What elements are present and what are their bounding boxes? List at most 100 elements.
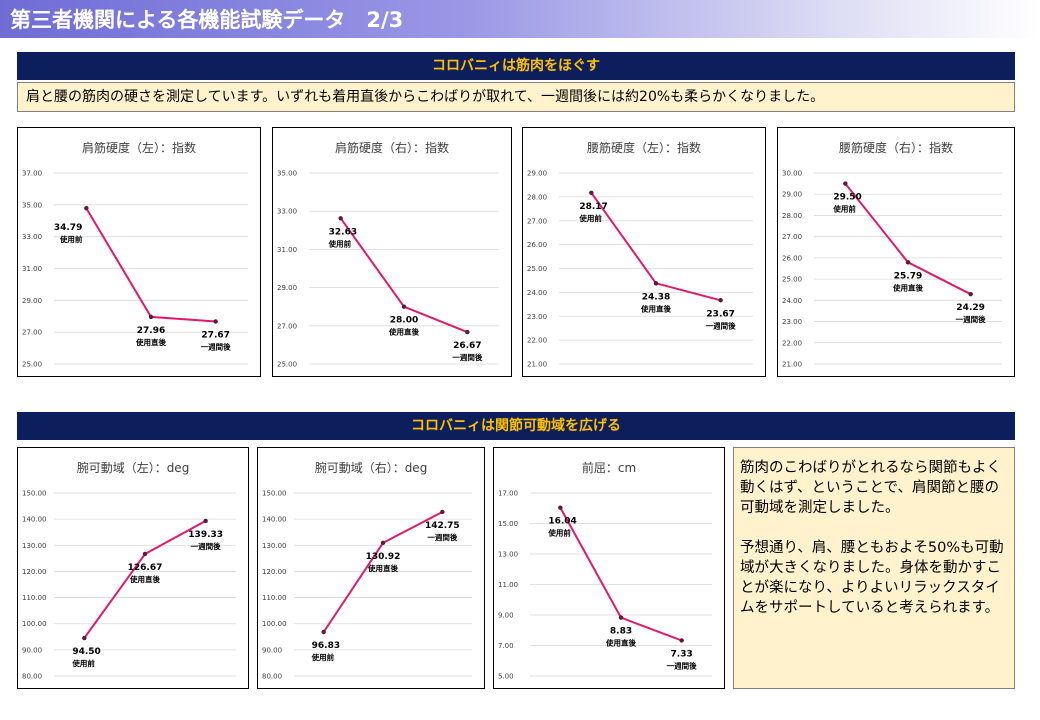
data-point	[338, 216, 343, 221]
data-label: 96.83	[312, 641, 340, 651]
point-category-label: 使用直後	[367, 563, 398, 573]
y-tick-label: 150.00	[22, 490, 47, 498]
data-point	[679, 638, 684, 643]
data-point	[148, 314, 154, 320]
y-tick-label: 110.00	[262, 594, 287, 602]
y-tick-label: 23.00	[527, 313, 547, 321]
data-point	[558, 505, 563, 510]
point-category-label: 使用前	[578, 213, 602, 223]
data-point	[213, 319, 218, 324]
y-tick-label: 30.00	[782, 170, 802, 178]
point-category-label: 一週間後	[452, 352, 482, 362]
data-label: 27.67	[201, 331, 229, 341]
data-point	[321, 629, 326, 635]
y-tick-label: 25.00	[277, 361, 297, 369]
title-bar: 第三者機関による各機能試験データ 2/3	[0, 0, 1040, 38]
point-category-label: 使用前	[832, 204, 856, 214]
y-tick-label: 17.00	[498, 490, 518, 498]
y-tick-label: 13.00	[498, 551, 518, 559]
data-point	[618, 615, 624, 620]
point-category-label: 使用直後	[640, 303, 671, 313]
point-category-label: 使用前	[71, 658, 95, 668]
chart-title: 肩筋硬度（左）：指数	[82, 140, 196, 155]
data-label: 139.33	[188, 530, 223, 540]
y-tick-label: 22.00	[527, 337, 547, 345]
data-point	[653, 281, 659, 286]
chart-svg: 前屈：cm 5.00 7.00 9.00 11.00 13.00 15.00 17.00 16.…	[498, 460, 712, 681]
y-tick-label: 110.00	[22, 594, 47, 602]
point-category-label: 使用前	[547, 528, 571, 538]
y-tick-label: 15.00	[498, 520, 518, 528]
y-tick-label: 24.00	[782, 297, 802, 305]
y-tick-label: 29.00	[22, 297, 42, 305]
point-category-label: 使用直後	[892, 282, 923, 292]
y-tick-label: 11.00	[498, 581, 518, 589]
data-point	[465, 329, 470, 335]
point-category-label: 一週間後	[427, 532, 457, 542]
point-category-label: 使用直後	[129, 574, 160, 584]
chart-title: 腕可動域（左）：deg	[77, 460, 190, 475]
chart-title: 腕可動域（右）：deg	[315, 460, 428, 475]
chart-arm-left: 腕可動域（左）：deg 80.00 90.00 100.00 110.00 120.00 1…	[17, 447, 249, 689]
series-line	[85, 207, 216, 323]
chart-svg: 腰筋硬度（左）：指数 21.00 22.00 23.00 24.00 25.00 26.00…	[527, 140, 753, 369]
muscle-intro-text: 肩と腰の筋肉の硬さを測定しています。いずれも着用直後からこわばりが取れて、一週間…	[17, 82, 1015, 112]
y-tick-label: 27.00	[527, 217, 547, 225]
section-heading-joint: コロバニィは関節可動域を広げる	[17, 412, 1015, 440]
data-label: 142.75	[425, 521, 460, 531]
data-point	[84, 205, 89, 211]
point-category-label: 一週間後	[201, 342, 231, 352]
chart-svg: 腕可動域（左）：deg 80.00 90.00 100.00 110.00 120.00 1…	[22, 460, 236, 681]
y-tick-label: 31.00	[22, 265, 42, 273]
y-tick-label: 37.00	[22, 170, 42, 178]
y-tick-label: 21.00	[782, 361, 802, 369]
chart-title: 肩筋硬度（右）：指数	[335, 140, 449, 155]
data-point	[440, 509, 445, 515]
page-title: 第三者機関による各機能試験データ 2/3	[10, 8, 404, 32]
chart-svg: 肩筋硬度（右）：指数 25.00 27.00 29.00 31.00 33.00 35.00…	[277, 140, 499, 369]
y-tick-label: 25.00	[527, 265, 547, 273]
joint-note-box: 筋肉のこわばりがとれるなら関節もよく動くはず、ということで、肩関節と腰の可動域を…	[733, 447, 1015, 689]
y-tick-label: 130.00	[262, 542, 287, 550]
y-tick-label: 140.00	[22, 516, 47, 524]
chart-shoulder-right: 肩筋硬度（右）：指数 25.00 27.00 29.00 31.00 33.00 35.00…	[272, 127, 512, 377]
data-label: 126.67	[128, 563, 163, 573]
data-label: 34.79	[54, 223, 82, 233]
y-tick-label: 29.00	[782, 191, 802, 199]
point-category-label: 一週間後	[706, 320, 736, 330]
y-tick-label: 33.00	[22, 233, 42, 241]
data-label: 32.63	[329, 227, 357, 237]
y-tick-label: 35.00	[22, 201, 42, 209]
y-tick-label: 80.00	[22, 673, 42, 681]
section-heading-muscle: コロバニィは筋肉をほぐす	[17, 52, 1015, 80]
y-tick-label: 140.00	[262, 516, 287, 524]
series-line	[559, 507, 683, 642]
data-label: 94.50	[72, 647, 100, 657]
y-tick-label: 27.00	[782, 233, 802, 241]
data-point	[82, 635, 87, 641]
point-category-label: 一週間後	[191, 541, 221, 551]
point-category-label: 使用前	[59, 234, 83, 244]
y-tick-label: 9.00	[498, 612, 514, 620]
chart-waist-right: 腰筋硬度（右）：指数 21.00 22.00 23.00 24.00 25.00 26.00…	[777, 127, 1015, 377]
chart-svg: 腰筋硬度（右）：指数 21.00 22.00 23.00 24.00 25.00 26.00…	[782, 140, 1002, 369]
y-tick-label: 35.00	[277, 170, 297, 178]
chart-title: 腰筋硬度（右）：指数	[839, 140, 953, 155]
y-tick-label: 5.00	[498, 673, 514, 681]
data-label: 8.83	[610, 627, 632, 637]
y-tick-label: 150.00	[262, 490, 287, 498]
data-label: 16.04	[548, 517, 576, 527]
data-point	[968, 291, 973, 297]
y-tick-label: 25.00	[22, 361, 42, 369]
chart-svg: 肩筋硬度（左）：指数 25.00 27.00 29.00 31.00 33.00 35.00…	[22, 140, 248, 369]
data-point	[142, 551, 148, 557]
data-point	[718, 298, 723, 303]
y-tick-label: 22.00	[782, 339, 802, 347]
data-label: 7.33	[671, 649, 693, 659]
data-label: 29.50	[833, 193, 861, 203]
joint-note-paragraph-1: 筋肉のこわばりがとれるなら関節もよく動くはず、ということで、肩関節と腰の可動域を…	[740, 460, 1001, 516]
y-tick-label: 28.00	[527, 193, 547, 201]
y-tick-label: 26.00	[782, 254, 802, 262]
chart-forward-bend: 前屈：cm 5.00 7.00 9.00 11.00 13.00 15.00 17.00 16.…	[493, 447, 725, 689]
data-label: 28.00	[390, 316, 418, 326]
